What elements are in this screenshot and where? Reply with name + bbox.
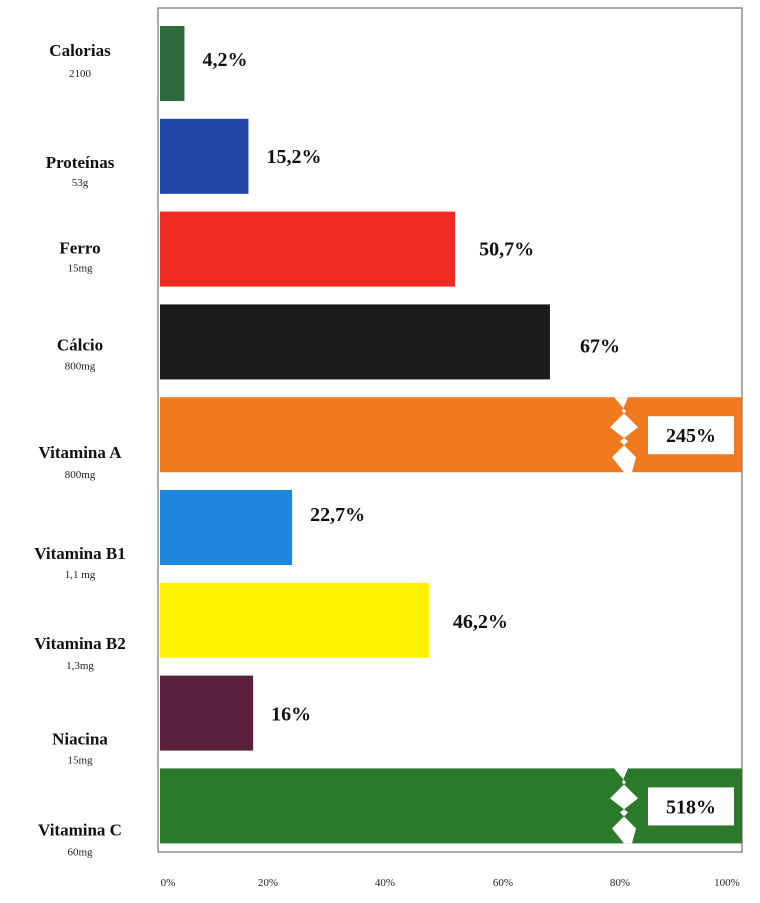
bars-group (160, 26, 742, 844)
bar-break-mark (610, 768, 638, 844)
x-tick-label: 40% (375, 877, 395, 889)
category-unit: 800mg (65, 360, 96, 372)
category-unit: 800mg (65, 469, 96, 481)
bar-prote-nas (160, 118, 249, 194)
category-unit: 2100 (69, 68, 92, 80)
x-tick-label: 100% (714, 877, 740, 889)
category-label: Niacina (52, 730, 108, 749)
category-unit: 15mg (67, 263, 93, 275)
ticks-group: 0% 20% 40% 60% 80% 100% (161, 877, 740, 889)
x-tick-label: 60% (493, 877, 513, 889)
bar-niacina (160, 675, 254, 751)
bar-calorias (160, 26, 185, 101)
value-label: 4,2% (202, 49, 247, 71)
category-unit: 1,3mg (66, 660, 94, 672)
value-label: 245% (666, 425, 716, 447)
value-label: 518% (666, 796, 716, 818)
x-tick-label: 20% (258, 877, 278, 889)
bar-vitamina-a (160, 397, 742, 473)
category-label: Vitamina C (38, 820, 122, 839)
category-label: Vitamina B2 (34, 634, 125, 653)
category-label: Vitamina A (39, 443, 123, 462)
value-label: 15,2% (266, 146, 321, 168)
category-label: Proteínas (46, 153, 115, 172)
bar-break-mark (610, 397, 638, 473)
x-tick-label: 80% (610, 877, 630, 889)
value-label-box (648, 416, 734, 455)
bar-vitamina-b2 (160, 582, 429, 658)
bar-ferro (160, 211, 456, 287)
value-label: 16% (271, 704, 311, 726)
category-label: Cálcio (57, 335, 103, 354)
category-unit: 15mg (67, 755, 93, 767)
value-label-box (648, 787, 734, 826)
category-unit: 60mg (67, 846, 93, 858)
bar-c-lcio (160, 304, 550, 380)
x-tick-label: 0% (161, 877, 176, 889)
category-label: Ferro (59, 239, 100, 258)
category-label: Vitamina B1 (34, 544, 125, 563)
category-label: Calorias (49, 41, 111, 60)
category-unit: 1,1 mg (65, 569, 96, 581)
value-label: 67% (580, 335, 620, 357)
category-unit: 53g (72, 177, 89, 189)
bar-vitamina-c (160, 768, 742, 844)
value-label: 50,7% (479, 239, 534, 261)
value-label: 22,7% (310, 504, 365, 526)
value-label: 46,2% (453, 611, 508, 633)
labels-group: 4,2% Calorias 2100 15,2% Proteínas 53g 50,7% Fe… (34, 41, 716, 858)
bar-vitamina-b1 (160, 490, 293, 565)
